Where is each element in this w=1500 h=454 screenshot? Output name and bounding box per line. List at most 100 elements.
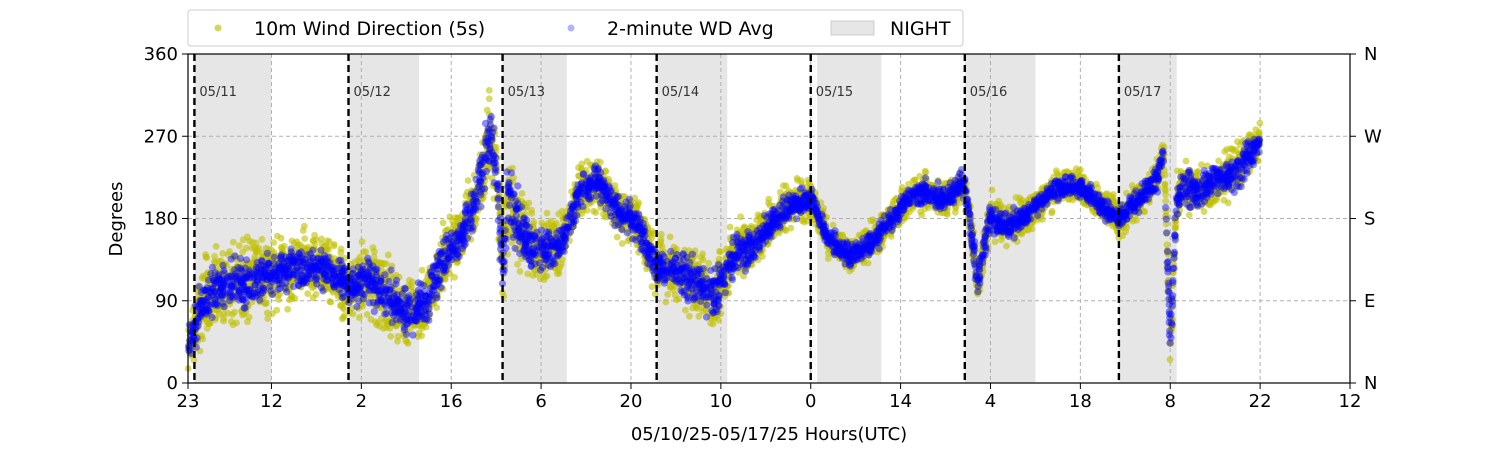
series-1-point [664, 291, 671, 298]
series-1-point [380, 260, 387, 267]
series-2-point [221, 303, 228, 310]
series-1-point [356, 314, 363, 321]
series-1-point [304, 290, 311, 297]
series-1-point [270, 239, 277, 246]
series-1-point [1102, 191, 1109, 198]
series-1-point [1167, 356, 1174, 363]
series-1-point [313, 236, 320, 243]
series-1-point [794, 175, 801, 182]
series-1-point [279, 245, 286, 252]
series-1-point [203, 254, 210, 261]
series-1-point [239, 249, 246, 256]
series-1-point [331, 241, 338, 248]
series-1-point [1025, 227, 1032, 234]
series-2-point [204, 301, 211, 308]
series-1-point [246, 314, 253, 321]
series-1-point [918, 212, 925, 219]
series-2-point [218, 285, 225, 292]
series-1-point [387, 333, 394, 340]
series-1-point [787, 225, 794, 232]
series-1-point [284, 306, 291, 313]
series-1-point [1133, 217, 1140, 224]
series-2-point [269, 291, 276, 298]
series-2-point [205, 308, 212, 315]
series-2-point [198, 289, 205, 296]
series-1-point [301, 223, 308, 230]
series-1-point [544, 210, 551, 217]
series-2-point [241, 305, 248, 312]
series-1-point [1215, 158, 1222, 165]
series-1-point [911, 177, 918, 184]
series-1-point [686, 313, 693, 320]
series-1-point [486, 87, 493, 94]
series-1-point [705, 260, 712, 267]
series-1-point [373, 322, 380, 329]
series-2-point [240, 296, 247, 303]
series-1-point [694, 305, 701, 312]
series-1-point [213, 243, 220, 250]
series-1-point [465, 177, 472, 184]
series-1-point [368, 316, 375, 323]
series-1-point [406, 277, 413, 284]
series-1-point [1162, 186, 1169, 193]
series-1-point [710, 321, 717, 328]
series-1-point [394, 338, 401, 345]
series-2-point [209, 314, 216, 321]
series-1-point [865, 260, 872, 267]
series-2-point [231, 252, 238, 259]
series-1-point [236, 242, 243, 249]
series-2-point [242, 265, 249, 272]
series-2-point [242, 274, 249, 281]
series-2-point [263, 264, 270, 271]
series-2-point [243, 256, 250, 263]
series-1-point [558, 261, 565, 268]
series-1-point [682, 307, 689, 314]
series-1-point [220, 315, 227, 322]
series-1-point [297, 242, 304, 249]
series-1-point [530, 272, 537, 279]
series-1-point [727, 224, 734, 231]
series-1-point [440, 219, 447, 226]
series-2-point [215, 275, 222, 282]
series-1-point [554, 270, 561, 277]
series-1-point [1174, 168, 1181, 175]
series-1-point [419, 267, 426, 274]
series-1-point [423, 324, 430, 331]
series-1-point [357, 254, 364, 261]
series-1-point [590, 208, 597, 215]
series-1-point [259, 236, 266, 243]
series-1-point [219, 250, 226, 257]
series-1-point [1256, 129, 1263, 136]
series-1-point [899, 184, 906, 191]
series-1-point [1077, 167, 1084, 174]
series-1-point [313, 291, 320, 298]
series-2-point [199, 309, 206, 316]
series-1-point [952, 209, 959, 216]
series-1-point [275, 296, 282, 303]
series-1-point [292, 295, 299, 302]
series-2-point [219, 262, 226, 269]
series-2-point [218, 292, 225, 299]
series-1-point [517, 268, 524, 275]
series-1-point [230, 239, 237, 246]
series-2-point [264, 250, 271, 257]
series-1-point [662, 299, 669, 306]
series-2-point [212, 300, 219, 307]
series-2-point [235, 264, 242, 271]
series-1-point [370, 244, 377, 251]
series-1-point [408, 283, 415, 290]
series-1-point [675, 295, 682, 302]
series-1-point [1162, 198, 1169, 205]
series-1-point [1172, 225, 1179, 232]
series-1-point [405, 340, 412, 347]
series-1-point [717, 248, 724, 255]
series-1-point [869, 216, 876, 223]
series-1-point [338, 246, 345, 253]
series-1-point [514, 261, 521, 268]
series-1-point [251, 244, 258, 251]
series-2-point [255, 287, 262, 294]
series-1-point [233, 320, 240, 327]
series-1-point [659, 243, 666, 250]
